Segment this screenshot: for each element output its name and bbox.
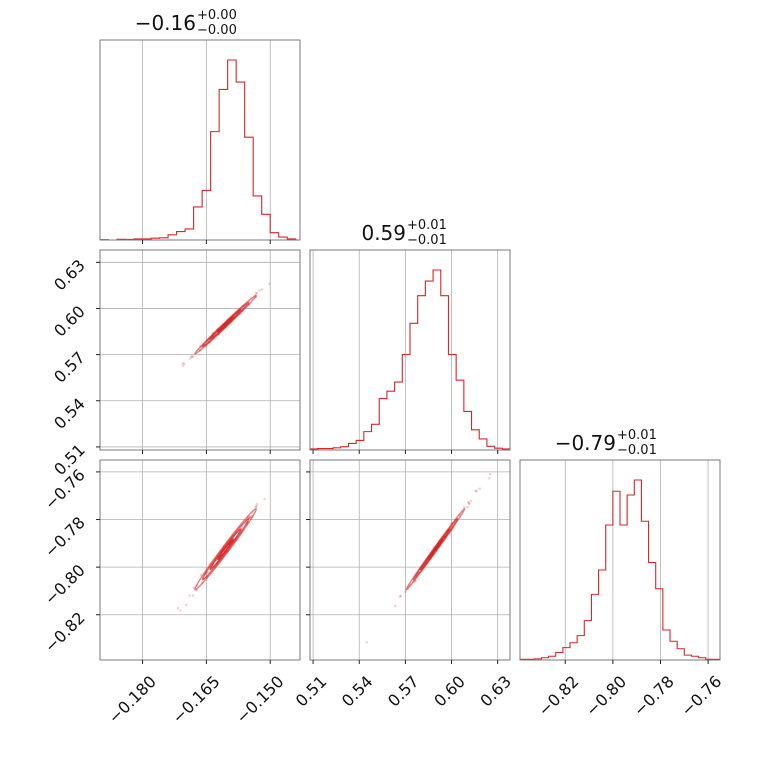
x-tick-label-2-1: −0.80	[582, 672, 630, 720]
pair-panel-0-2-point-33	[263, 497, 266, 501]
param-title-value-1: 0.59	[361, 221, 406, 245]
pair-panel-1-2-point-11	[467, 501, 471, 505]
param-title-plus-2: +0.01	[617, 428, 657, 443]
param-title-1: 0.59 +0.01−0.01	[361, 218, 446, 248]
x-tick-label-1-3: 0.60	[430, 672, 469, 711]
pair-panel-0-2-contour-2	[201, 518, 250, 581]
pair-panel-0-1-point-68	[260, 288, 264, 291]
pair-panel-0-1-contour-3	[194, 294, 257, 355]
panel-frame-2-2	[519, 459, 721, 661]
pair-panel-0-2-point-35	[191, 594, 195, 597]
pair-panel-0-2-point-26	[184, 603, 188, 607]
param-title-plus-0: +0.00	[197, 8, 237, 23]
pair-panel-0-1-point-55	[255, 291, 258, 295]
pair-panel-0-2-point-66	[248, 515, 252, 519]
panel-frame-1-1	[309, 249, 511, 451]
param-title-plus-1: +0.01	[407, 218, 447, 233]
pair-panel-1-2-point-7	[462, 505, 466, 509]
panel-frame-0-1	[99, 249, 301, 451]
pair-panel-1-2-point-44	[398, 595, 402, 598]
pair-panel-0-1-point-46	[191, 355, 195, 358]
title-layer: −0.16 +0.00−0.000.59 +0.01−0.01−0.79 +0.01−…	[135, 8, 657, 458]
pair-panel-0-1-point-40	[254, 292, 258, 295]
param-title-2: −0.79 +0.01−0.01	[555, 428, 657, 458]
pair-panel-0-2-point-46	[255, 502, 259, 506]
pair-panel-1-2-point-62	[466, 501, 470, 504]
pair-panel-1-2-point-36	[487, 476, 491, 480]
pair-panel-0-2-point-79	[179, 609, 182, 612]
pair-panel-1-2-point-15	[365, 641, 369, 644]
x-tick-label-2-2: −0.78	[630, 672, 678, 720]
pair-panel-1-2-contour-0	[427, 538, 444, 561]
x-tick-label-1-4: 0.63	[476, 672, 515, 711]
panel-frame-0-0	[99, 39, 301, 241]
pair-panel-0-1-point-36	[183, 362, 186, 366]
panel-frame-1-2	[309, 459, 511, 661]
pair-panel-0-1-point-43	[258, 289, 261, 292]
pair-panel-0-1-point-24	[190, 354, 193, 358]
pair-panel-0-2-point-32	[254, 505, 258, 509]
x-tick-label-0-1: −0.165	[168, 672, 223, 727]
pair-panel-0-2-point-16	[188, 594, 191, 597]
pair-panel-0-1-point-79	[268, 282, 271, 286]
pair-panel-0-2-point-4	[248, 516, 252, 520]
x-tick-label-0-0: −0.180	[105, 672, 160, 727]
x-tick-label-0-2: −0.150	[232, 672, 287, 727]
x-tick-label-2-0: −0.82	[534, 672, 582, 720]
y-tick-label-1-1: 0.54	[50, 394, 89, 433]
panel-frame-0-2	[99, 459, 301, 661]
param-title-value-2: −0.79	[555, 431, 616, 455]
pair-panel-0-2-contour-0	[217, 538, 234, 561]
x-tick-label-2-3: −0.76	[677, 672, 725, 720]
y-tick-label-1-3: 0.60	[50, 302, 89, 341]
pair-panel-1-2-point-47	[404, 590, 407, 594]
y-tick-label-2-0: −0.82	[41, 608, 89, 656]
pair-panel-0-2-contour-1	[209, 528, 242, 571]
pair-panel-1-2-point-25	[478, 487, 482, 490]
pair-panel-1-2-point-59	[393, 604, 397, 608]
marginal-histogram-0	[99, 59, 297, 241]
param-title-minus-0: −0.00	[197, 23, 237, 38]
param-title-value-0: −0.16	[135, 11, 196, 35]
pair-panel-1-2-point-58	[475, 489, 478, 493]
y-tick-label-1-4: 0.63	[50, 256, 89, 295]
pair-panel-0-1-point-31	[190, 355, 194, 359]
pair-panel-1-2-point-49	[469, 499, 473, 503]
pair-panel-1-2-point-26	[468, 502, 471, 506]
param-title-minus-2: −0.01	[617, 443, 657, 458]
tick-layer: −0.180 −0.165 −0.150 0.51 0.54 0.57 0.60 0.63 −0…	[41, 240, 725, 727]
y-tick-label-2-1: −0.80	[41, 561, 89, 609]
grid-layer	[100, 40, 709, 660]
pair-panel-0-1-point-5	[181, 364, 185, 368]
pair-panel-1-2-point-61	[466, 505, 470, 509]
param-title-0: −0.16 +0.00−0.00	[135, 8, 237, 38]
pair-panel-0-1-contour-0	[217, 316, 234, 333]
x-tick-label-1-1: 0.54	[338, 672, 377, 711]
marginal-histogram-1	[309, 269, 511, 450]
pair-panel-1-2-contour-3	[405, 507, 466, 591]
x-tick-label-1-2: 0.57	[384, 672, 423, 711]
y-tick-label-2-2: −0.78	[41, 513, 89, 561]
marginal-histogram-2	[519, 479, 721, 660]
pair-panel-0-1-point-53	[181, 361, 185, 365]
data-layer	[99, 59, 721, 660]
y-tick-label-1-2: 0.57	[50, 348, 89, 387]
pair-panel-0-1-point-42	[188, 357, 192, 360]
pair-panel-1-2-point-63	[488, 472, 492, 476]
pair-panel-0-2-point-8	[255, 505, 258, 508]
frame-layer	[99, 39, 721, 661]
param-title-minus-1: −0.01	[407, 233, 447, 248]
pair-panel-1-2-point-77	[474, 489, 477, 493]
pair-panel-1-2-point-0	[399, 594, 403, 598]
pair-panel-0-2-contour-3	[194, 508, 257, 591]
x-tick-label-1-0: 0.51	[292, 672, 331, 711]
pair-panel-0-2-point-42	[176, 606, 180, 610]
